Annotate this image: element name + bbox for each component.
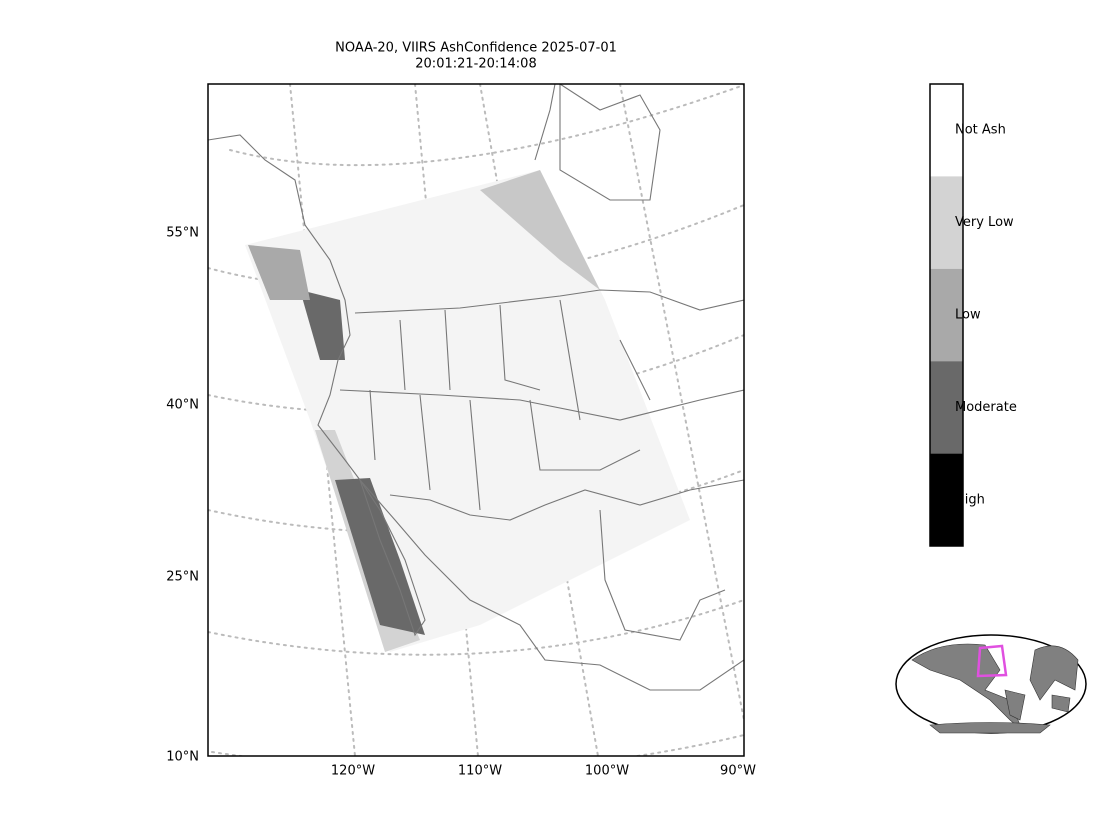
- graticule: [619, 84, 744, 721]
- lat-label: 10°N: [166, 750, 199, 765]
- swath-low: [248, 245, 310, 300]
- border: [389, 479, 744, 521]
- coastline: [599, 509, 726, 641]
- colorbar-segment: [930, 176, 963, 269]
- colorbar-segment: [930, 361, 963, 454]
- coastline: [359, 479, 426, 637]
- swath-moderate: [335, 478, 425, 635]
- graticule: [229, 84, 744, 167]
- graticule: [208, 599, 744, 656]
- colorbar-segment: [930, 453, 963, 546]
- border: [339, 299, 744, 511]
- graticule: [208, 469, 744, 534]
- colorbar-label: High: [955, 492, 985, 507]
- title-line: NOAA-20, VIIRS AshConfidence 2025-07-01: [335, 41, 617, 56]
- swath-low: [480, 170, 600, 290]
- lon-label: 100°W: [585, 764, 629, 779]
- colorbar-label: Low: [955, 308, 981, 323]
- lon-label: 120°W: [331, 764, 375, 779]
- lat-label: 40°N: [166, 398, 199, 413]
- lon-label: 110°W: [458, 764, 502, 779]
- colorbar-segment: [930, 84, 963, 177]
- lat-label: 25°N: [166, 570, 199, 585]
- coastline: [208, 134, 744, 691]
- lat-label: 55°N: [166, 226, 199, 241]
- colorbar-frame: [929, 83, 964, 547]
- coastline: [534, 84, 661, 201]
- lon-label: 90°W: [720, 764, 756, 779]
- inset-globe: [895, 634, 1087, 734]
- colorbar-label: Moderate: [955, 400, 1017, 415]
- colorbar-label: Not Ash: [955, 123, 1006, 138]
- colorbar: Not Ash Very Low Low Moderate High: [929, 83, 1017, 547]
- title-line: 20:01:21-20:14:08: [415, 57, 536, 72]
- colorbar-segment: [930, 268, 963, 362]
- swath-moderate: [300, 290, 345, 360]
- border: [354, 289, 744, 314]
- map-area: [208, 84, 744, 756]
- colorbar-label: Very Low: [955, 215, 1014, 230]
- swath: [245, 170, 690, 652]
- map-frame: [207, 83, 745, 757]
